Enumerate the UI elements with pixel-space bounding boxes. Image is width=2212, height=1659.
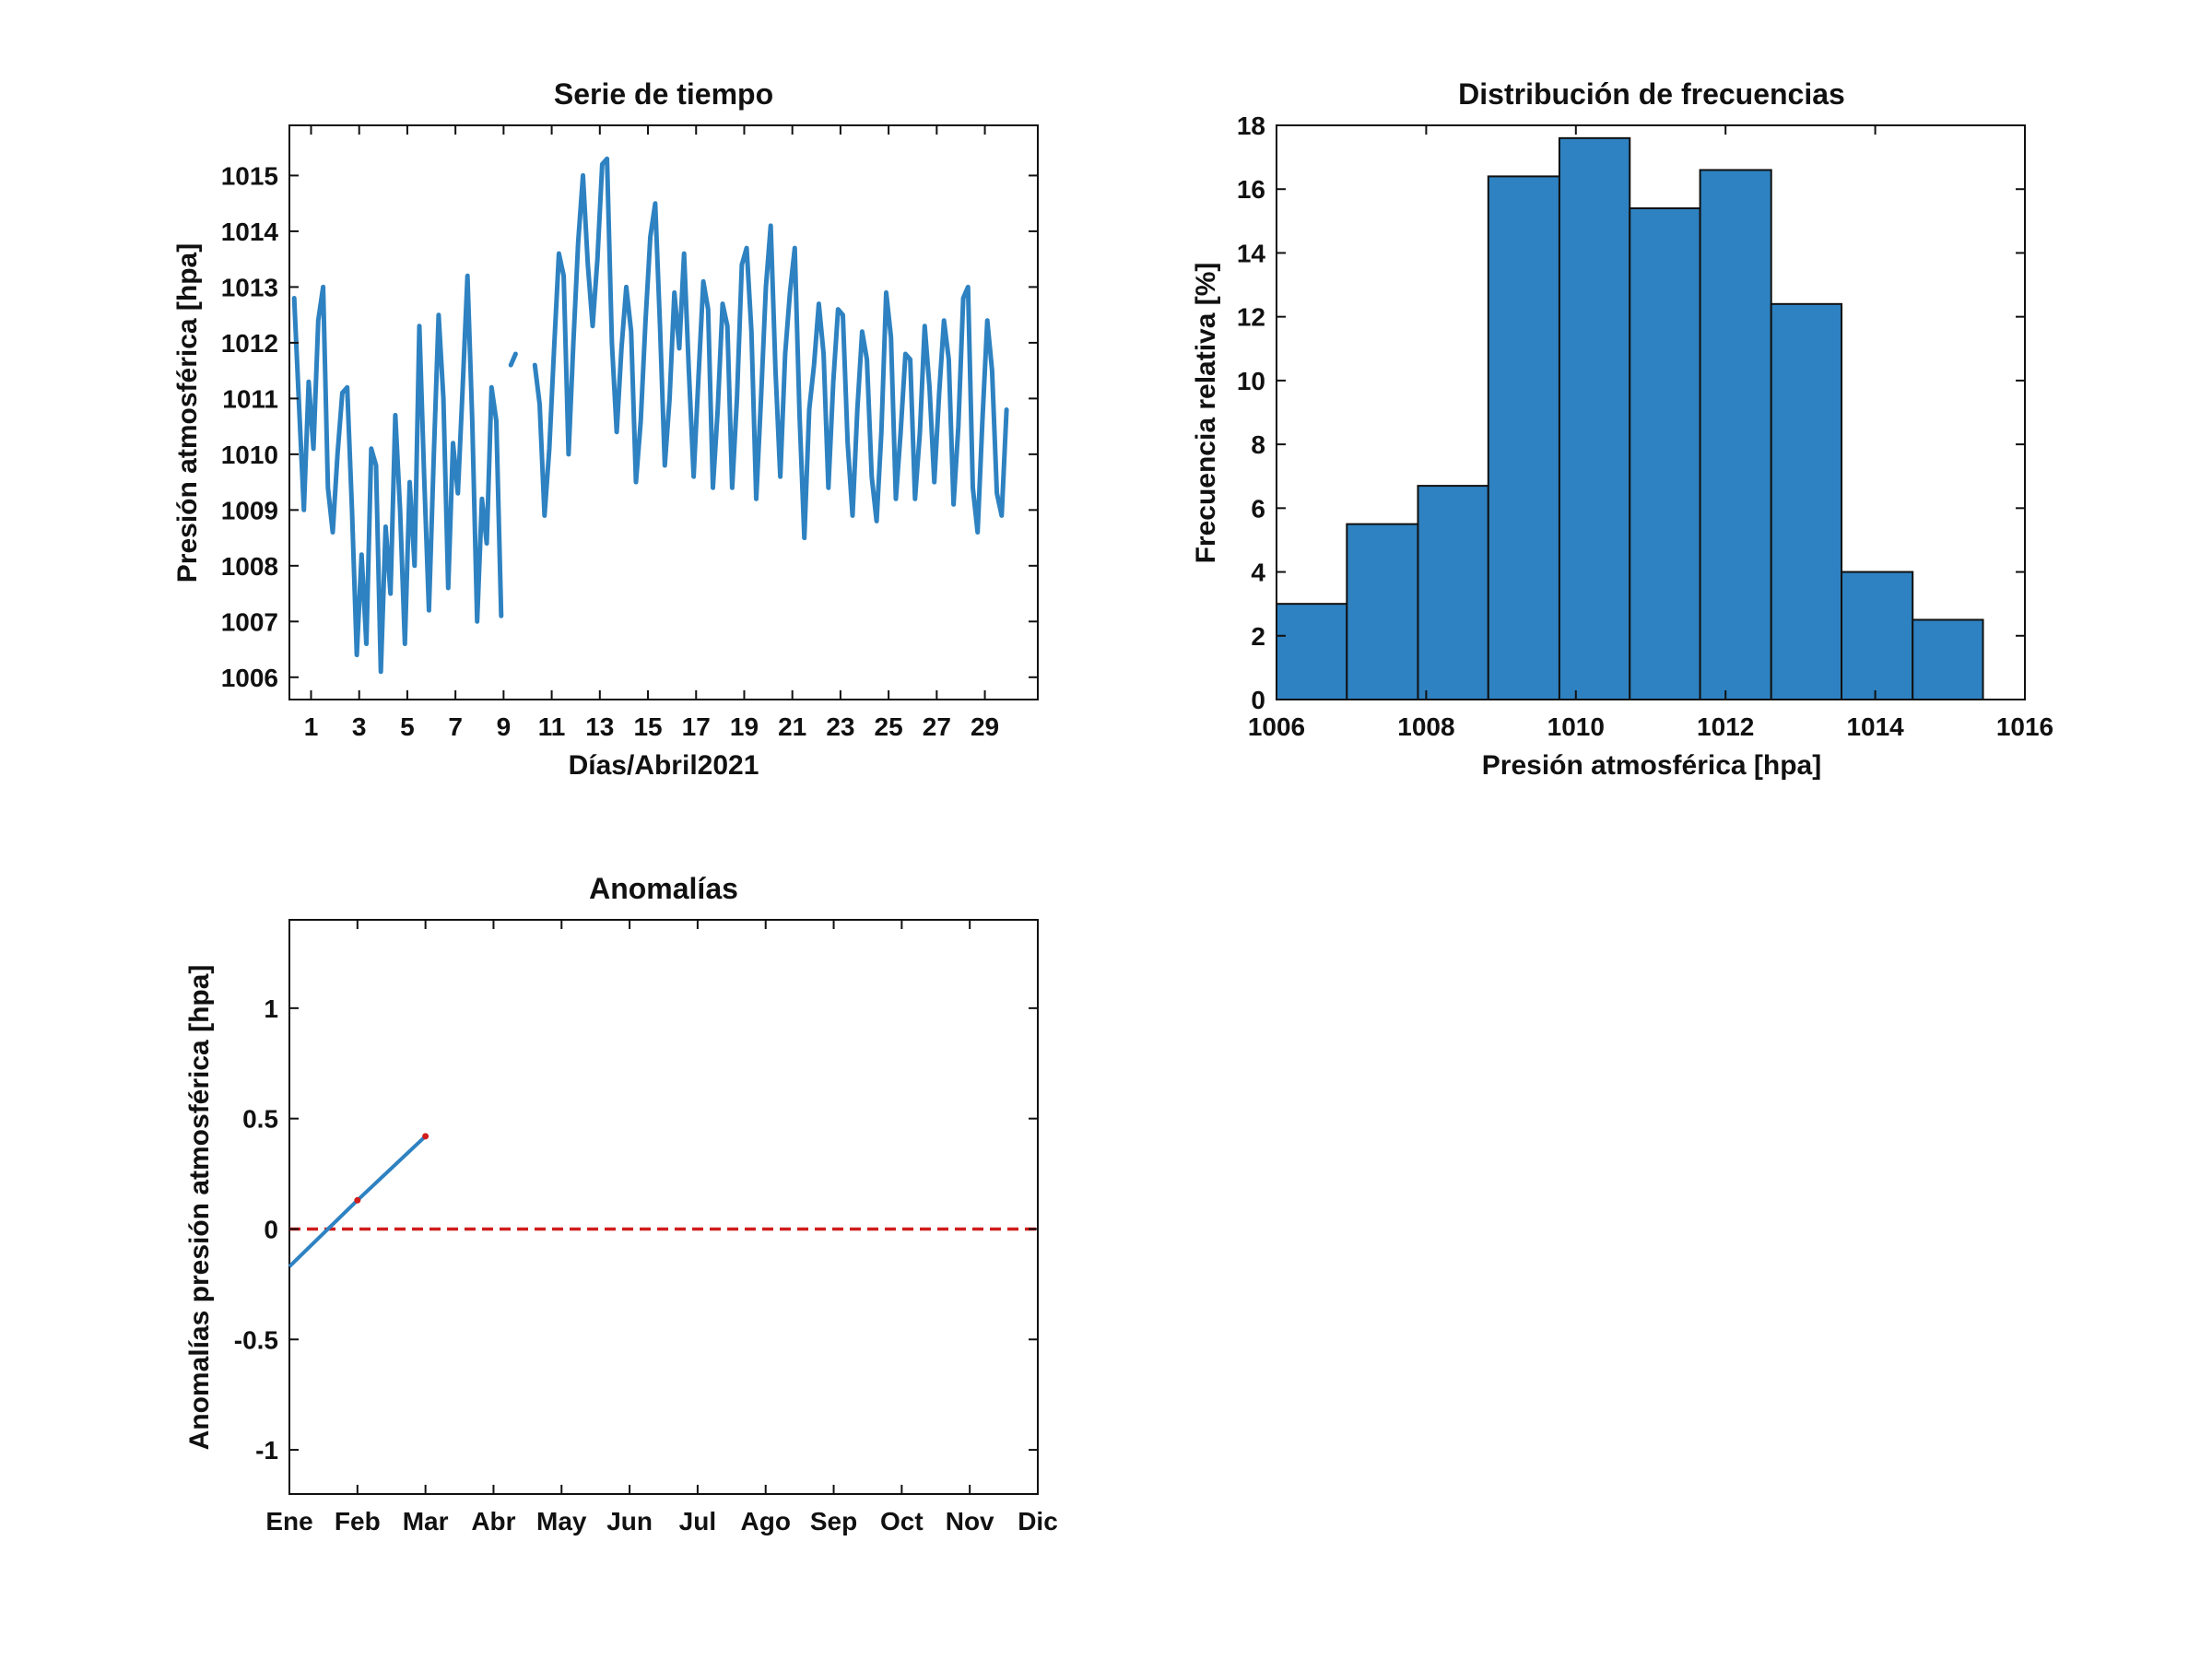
timeseries-ytick-label: 1009: [221, 496, 278, 524]
anomalies-xtick-label: May: [536, 1507, 587, 1535]
histogram-axes: [1276, 124, 2026, 700]
anomalies-xtick-label: Nov: [946, 1507, 994, 1535]
timeseries-xtick-label: 7: [448, 712, 463, 741]
timeseries-ytick-label: 1006: [221, 664, 278, 692]
anomalies-xtick-label: Ago: [741, 1507, 791, 1535]
timeseries-xtick-label: 23: [826, 712, 854, 741]
histogram-bar: [1912, 618, 1984, 701]
histogram-ytick-label: 4: [1251, 559, 1265, 587]
histogram-panel: Distribución de frecuencias 024681012141…: [1191, 77, 2053, 781]
histogram-ytick-label: 2: [1251, 622, 1265, 651]
histogram-x-ticks: 1006 1008 1010 1012 1014 1016: [1248, 125, 2053, 741]
timeseries-ytick-label: 1013: [221, 273, 278, 301]
anomalies-x-ticks: Ene Feb Mar Abr May Jun Jul Ago Sep Oct Nov Dic: [265, 920, 1058, 1535]
timeseries-ytick-label: 1011: [222, 384, 278, 413]
timeseries-xtick-label: 1: [304, 712, 319, 741]
timeseries-xtick-label: 21: [778, 712, 806, 741]
histogram-ytick-label: 16: [1237, 175, 1265, 204]
timeseries-xtick-label: 11: [538, 712, 566, 741]
anomalies-xtick-label: Jun: [606, 1507, 653, 1535]
anomalies-ytick-label: -0.5: [234, 1325, 278, 1354]
anomalies-y-ticks: 1 0.5 0 -0.5 -1: [234, 994, 1038, 1465]
histogram-xtick-label: 1008: [1397, 712, 1454, 741]
timeseries-ytick-label: 1008: [221, 552, 278, 581]
histogram-bar: [1770, 302, 1843, 700]
histogram-ytick-label: 0: [1251, 686, 1265, 714]
timeseries-ytick-label: 1015: [221, 161, 278, 190]
histogram-bar: [1417, 485, 1489, 700]
anomalies-xtick-label: Oct: [880, 1507, 924, 1535]
timeseries-xtick-label: 9: [497, 712, 512, 741]
anomalies-point: [354, 1196, 361, 1204]
timeseries-ylabel: Presión atmosférica [hpa]: [172, 243, 203, 582]
histogram-ytick-label: 10: [1237, 367, 1265, 395]
timeseries-xtick-label: 3: [352, 712, 367, 741]
timeseries-ytick-label: 1007: [221, 607, 278, 636]
histogram-bar: [1346, 523, 1419, 701]
anomalies-ylabel: Anomalías presión atmosférica [hpa]: [184, 965, 215, 1451]
timeseries-y-ticks: 1006 1007 1008 1009 1010 1011 1012 1013 1014 1015: [221, 161, 1038, 692]
anomalies-ytick-label: 0.5: [242, 1105, 278, 1134]
anomalies-xtick-label: Jul: [679, 1507, 716, 1535]
timeseries-xtick-label: 27: [923, 712, 951, 741]
timeseries-ytick-label: 1012: [221, 329, 278, 358]
histogram-ytick-label: 8: [1251, 430, 1265, 459]
histogram-bar: [1276, 603, 1348, 701]
anomalies-ytick-label: -1: [255, 1436, 278, 1465]
anomalies-xtick-label: Mar: [403, 1507, 449, 1535]
histogram-xtick-label: 1016: [1996, 712, 2053, 741]
histogram-plot: [1276, 136, 1984, 701]
histogram-ylabel: Frecuencia relativa [%]: [1191, 263, 1221, 564]
histogram-bar: [1841, 571, 1914, 700]
anomalies-plot: [288, 1133, 1038, 1268]
timeseries-plot: [291, 156, 1009, 675]
histogram-bar: [1487, 175, 1560, 700]
histogram-bar: [1558, 136, 1631, 701]
anomalies-title: Anomalías: [589, 872, 738, 905]
histogram-xlabel: Presión atmosférica [hpa]: [1482, 750, 1821, 781]
timeseries-xtick-label: 5: [400, 712, 415, 741]
histogram-ytick-label: 14: [1237, 239, 1266, 267]
timeseries-xtick-label: 25: [875, 712, 903, 741]
timeseries-xtick-label: 17: [682, 712, 711, 741]
histogram-xtick-label: 1006: [1248, 712, 1305, 741]
timeseries-ytick-label: 1014: [221, 218, 279, 246]
anomalies-xtick-label: Feb: [335, 1507, 381, 1535]
histogram-ytick-label: 18: [1237, 112, 1265, 140]
timeseries-line-segment-2: [508, 351, 518, 368]
timeseries-xtick-label: 15: [633, 712, 662, 741]
anomalies-panel: Anomalías 1 0.5 0 -0.5 -1 Ene Feb Mar Abr May Jun…: [184, 872, 1058, 1535]
timeseries-ytick-label: 1010: [221, 441, 278, 469]
timeseries-xlabel: Días/Abril2021: [569, 750, 759, 781]
anomalies-point: [422, 1133, 429, 1140]
histogram-xtick-label: 1010: [1547, 712, 1605, 741]
anomalies-ytick-label: 1: [264, 994, 278, 1023]
histogram-bar: [1699, 169, 1772, 700]
timeseries-line-segment-1: [291, 273, 504, 675]
anomalies-xtick-label: Sep: [810, 1507, 857, 1535]
anomalies-xtick-label: Abr: [471, 1507, 515, 1535]
timeseries-xtick-label: 19: [730, 712, 759, 741]
histogram-xtick-label: 1014: [1846, 712, 1904, 741]
anomalies-xtick-label: Dic: [1018, 1507, 1058, 1535]
histogram-ytick-label: 6: [1251, 494, 1265, 523]
timeseries-title: Serie de tiempo: [554, 77, 773, 111]
timeseries-line-segment-3: [532, 156, 1009, 541]
histogram-y-ticks: 0 2 4 6 8 10 12 14 16 18: [1237, 112, 2025, 714]
timeseries-x-ticks: 1 3 5 7 9 11 13 15 17 19 21 23 25 27 29: [304, 125, 999, 741]
anomalies-axes: [288, 919, 1039, 1495]
anomalies-ytick-label: 0: [264, 1215, 278, 1243]
timeseries-xtick-label: 29: [971, 712, 999, 741]
timeseries-panel: Serie de tiempo 1006 1007 1008 1009 1010 1011…: [172, 77, 1039, 781]
anomalies-xtick-label: Ene: [265, 1507, 312, 1535]
histogram-xtick-label: 1012: [1697, 712, 1754, 741]
timeseries-axes: [288, 124, 1039, 700]
histogram-ytick-label: 12: [1237, 303, 1265, 332]
histogram-title: Distribución de frecuencias: [1458, 77, 1845, 111]
histogram-bar: [1629, 206, 1701, 700]
timeseries-xtick-label: 13: [585, 712, 614, 741]
